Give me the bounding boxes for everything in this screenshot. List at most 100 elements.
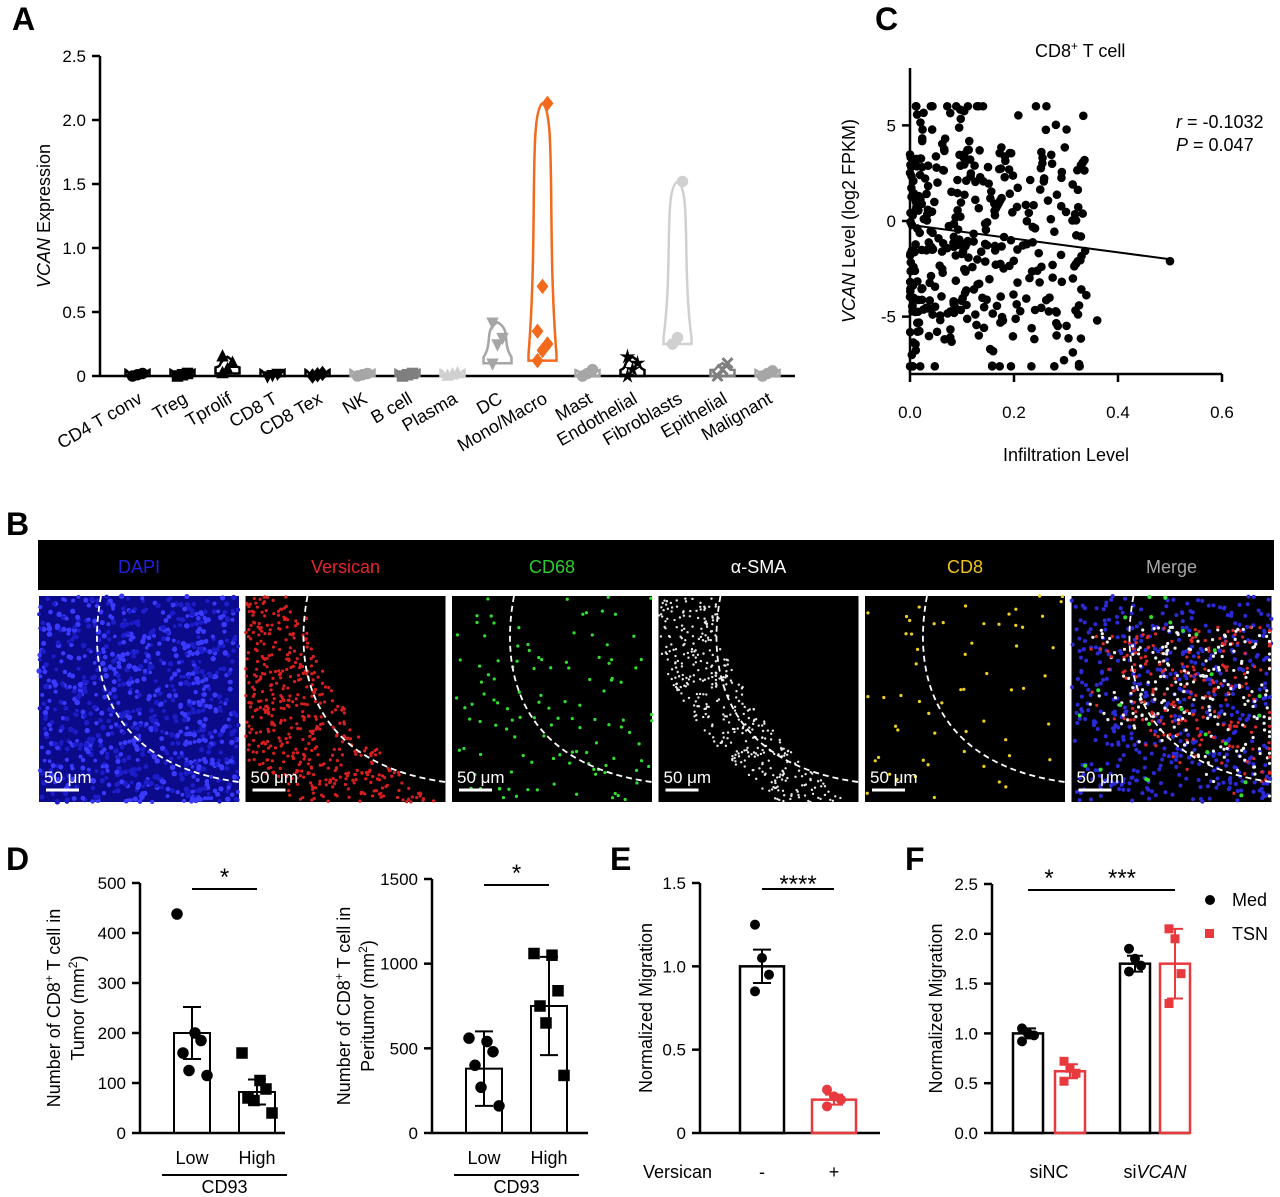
nucleus [48,767,54,773]
nucleus [51,679,57,685]
scatter-point [956,198,966,207]
nucleus [204,782,210,788]
signal [310,798,314,802]
signal [324,783,328,787]
data-point [486,317,499,330]
nucleus [116,653,121,658]
signal [244,667,248,671]
nucleus [169,732,175,738]
signal [486,597,490,601]
nucleus [191,774,196,779]
signal [537,655,541,660]
signal [1257,694,1262,699]
signal [1181,628,1186,633]
nucleus [1118,757,1123,762]
signal [1267,710,1272,715]
signal [722,736,725,739]
x-tick-label: 0.6 [1210,403,1234,422]
nucleus [206,749,212,755]
signal [288,610,292,614]
signal [1151,687,1155,691]
nucleus [1226,738,1231,743]
signal [1208,713,1213,717]
signal [908,618,912,623]
nucleus [218,764,225,770]
signal [340,708,344,712]
signal [744,729,748,732]
signal [370,750,374,755]
signal [311,786,315,790]
signal [259,699,263,703]
signal [1232,649,1236,653]
nucleus [1169,760,1174,765]
signal [1077,713,1082,718]
signal [600,609,604,613]
y-tick-label: 1.0 [954,1024,978,1043]
signal [789,797,792,801]
signal [1260,683,1264,687]
data-point [534,1000,546,1012]
scatter-point [1027,362,1036,371]
signal [1185,767,1189,771]
signal [375,747,379,751]
scatter-point [1046,214,1056,224]
nucleus [83,719,90,726]
nucleus [1214,785,1219,790]
signal [690,647,694,651]
nucleus [1160,757,1165,762]
signal [613,612,618,616]
nucleus [144,721,149,727]
nucleus [1208,682,1213,687]
data-point [475,1081,487,1094]
signal [1265,634,1269,638]
nucleus [179,674,184,679]
signal [746,746,749,750]
y-tick-label: -5 [881,308,896,327]
nucleus [147,666,152,671]
scatter-point [949,238,958,248]
nucleus [176,640,181,645]
signal [741,685,744,689]
scatter-point [909,293,919,303]
signal [1156,712,1160,716]
nucleus [68,740,73,745]
signal [1183,719,1188,723]
signal [527,648,531,653]
signal [1170,683,1174,687]
signal [328,778,332,782]
signal [865,791,869,795]
nucleus [131,653,137,659]
signal [1151,715,1155,719]
signal [1037,594,1042,598]
nucleus [137,711,142,716]
nucleus [140,746,146,752]
signal [1122,657,1126,662]
scatter-point [1022,216,1032,226]
nucleus [126,663,133,669]
signal [262,662,267,667]
nucleus [1214,758,1219,763]
signal [1179,682,1183,686]
signal [687,678,691,681]
nucleus [110,619,117,625]
signal [747,716,751,720]
signal [286,686,290,690]
signal [301,737,305,742]
nucleus [1171,751,1176,756]
panel-letter-b: B [6,506,29,542]
nucleus [1097,650,1102,655]
nucleus [201,723,207,728]
signal [558,753,562,757]
signal [1160,669,1165,674]
nucleus [143,658,148,664]
title-part: CD8 [1035,41,1071,61]
signal [819,785,823,788]
nucleus [203,716,208,722]
signal [621,718,625,722]
signal [716,744,719,748]
nucleus [1094,683,1099,688]
signal [1242,696,1246,700]
nucleus [126,714,133,721]
nucleus [49,719,55,725]
nucleus [138,663,144,670]
